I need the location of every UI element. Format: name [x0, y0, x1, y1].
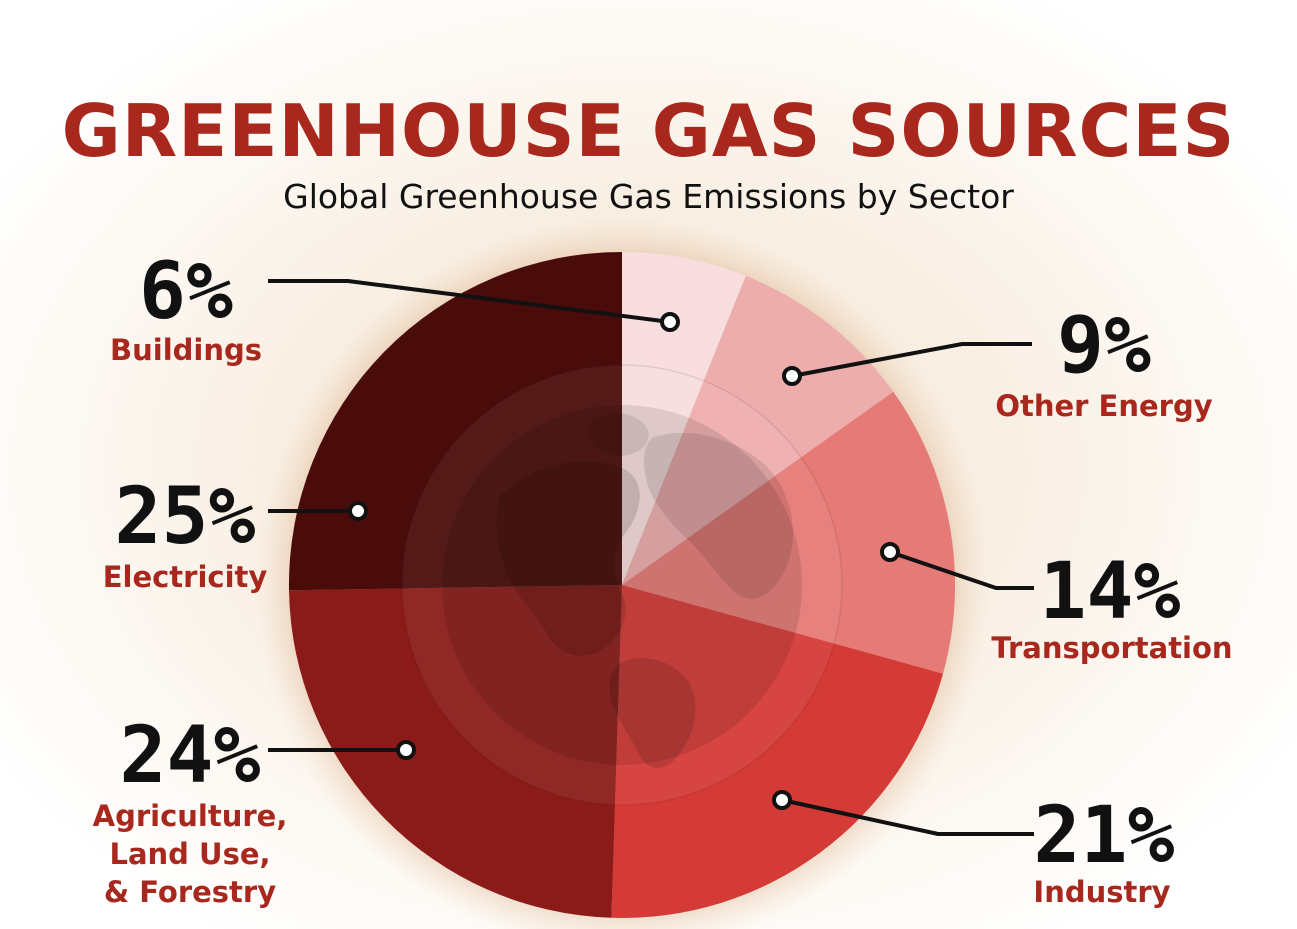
- pie-slice-buildings: [622, 252, 746, 585]
- leader-dot: [396, 740, 416, 760]
- leader-dot: [880, 542, 900, 562]
- leader-dot: [348, 501, 368, 521]
- leader-dot: [660, 312, 680, 332]
- chart-title: GREENHOUSE GAS SOURCES: [61, 89, 1236, 173]
- leader-line: [268, 279, 671, 324]
- globe-continent-north-america: [496, 461, 640, 656]
- pie-slice-other-energy: [622, 275, 894, 585]
- globe-watermark: [401, 364, 843, 806]
- leader-line: [889, 550, 1034, 590]
- pie-slice-transportation: [622, 391, 956, 674]
- slice-category-label: Other Energy: [995, 389, 1212, 423]
- leader-line: [781, 798, 1034, 836]
- slice-category-label: Land Use,: [109, 837, 270, 871]
- slice-value-label: 6%: [139, 247, 233, 337]
- slice-category-label: Industry: [1033, 875, 1170, 909]
- slice-value-label: 9%: [1057, 301, 1151, 391]
- globe-continent-greenland: [588, 413, 649, 456]
- slice-category-label: Buildings: [110, 333, 262, 367]
- globe-continent-south-america: [609, 658, 696, 769]
- pie-slice-industry: [611, 585, 943, 918]
- pie-slices: [288, 252, 956, 918]
- slice-category-label: Transportation: [991, 631, 1232, 665]
- slice-value-label: 14%: [1040, 547, 1181, 637]
- slice-value-label: 25%: [115, 472, 256, 562]
- slice-category-label: Electricity: [103, 560, 268, 594]
- slice-value-label: 24%: [120, 711, 261, 801]
- leader-dot: [772, 790, 792, 810]
- globe-continent-africa-europe: [644, 432, 793, 599]
- pie-slice-electricity: [288, 252, 622, 591]
- chart-subtitle: Global Greenhouse Gas Emissions by Secto…: [283, 177, 1014, 216]
- globe-inner: [442, 405, 802, 765]
- leader-dot: [782, 366, 802, 386]
- globe-outer: [401, 364, 843, 806]
- slice-category-label: Agriculture,: [93, 799, 288, 833]
- slice-labels: 6%Buildings 9%Other Energy 14%Transportati…: [93, 247, 1233, 909]
- pie-slice-agriculture-land-use-forestry: [289, 585, 622, 918]
- slice-value-label: 21%: [1034, 791, 1175, 881]
- slice-category-label: & Forestry: [104, 875, 276, 909]
- leader-lines: [268, 279, 1034, 836]
- leader-line: [791, 342, 1032, 378]
